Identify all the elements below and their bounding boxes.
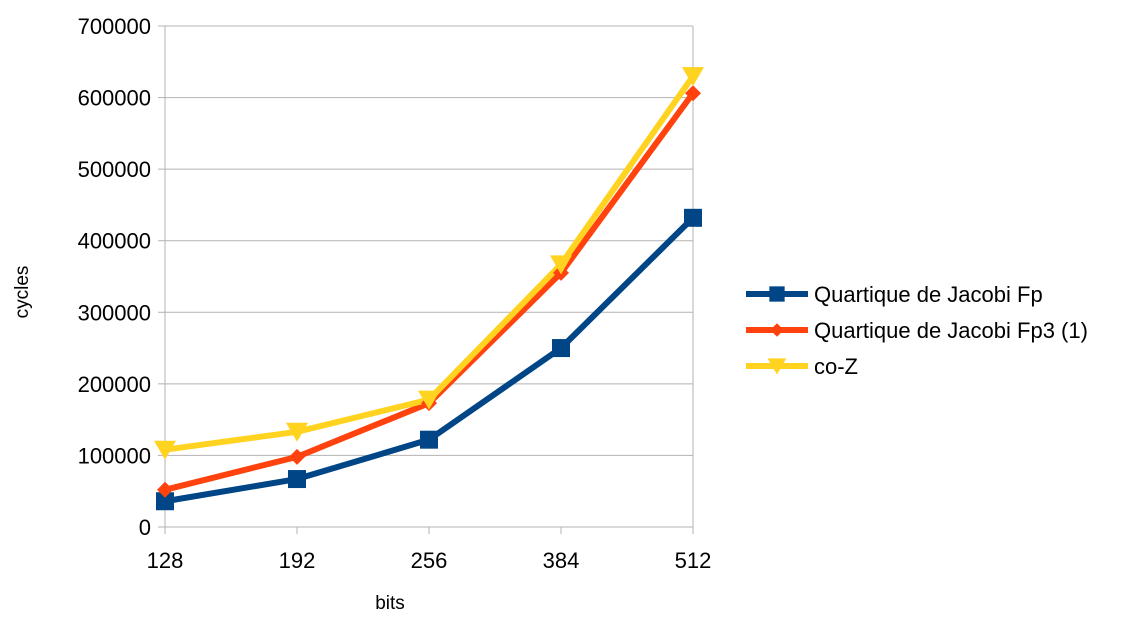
y-tick-label: 100000: [78, 443, 151, 468]
legend-label: Quartique de Jacobi Fp: [814, 282, 1043, 307]
y-tick-label: 300000: [78, 300, 151, 325]
y-tick-label: 0: [139, 515, 151, 540]
series-0-point: [156, 492, 174, 511]
y-tick-label: 700000: [78, 14, 151, 39]
x-tick-label: 512: [675, 548, 712, 573]
series-2-point: [286, 422, 308, 442]
series-markers: [154, 67, 704, 511]
legend-label: co-Z: [814, 354, 858, 379]
series-2-point: [550, 255, 572, 275]
series-0-point: [684, 208, 702, 227]
series-2-point: [154, 440, 176, 460]
x-axis-tick-labels: 128 192 256 384 512: [147, 548, 712, 573]
series-2-point: [418, 390, 440, 410]
axes: [158, 25, 694, 534]
y-tick-label: 200000: [78, 372, 151, 397]
y-tick-label: 600000: [78, 86, 151, 111]
x-tick-label: 384: [543, 548, 580, 573]
x-axis-title: bits: [375, 593, 405, 614]
series-0-point: [288, 470, 306, 489]
series-line-1: [162, 90, 696, 493]
legend-label: Quartique de Jacobi Fp3 (1): [814, 318, 1088, 343]
x-tick-label: 128: [147, 548, 184, 573]
x-tick-label: 256: [411, 548, 448, 573]
series-1-point: [157, 481, 173, 498]
series-2-point: [682, 67, 704, 87]
x-tick-label: 192: [279, 548, 316, 573]
series-0-point: [552, 339, 570, 358]
legend-swatch-marker: [769, 286, 785, 302]
gridlines: [165, 25, 693, 456]
series-0-point: [420, 430, 438, 449]
legend-swatch-marker: [767, 358, 787, 375]
y-tick-label: 400000: [78, 229, 151, 254]
y-tick-label: 500000: [78, 157, 151, 182]
series-1-point: [289, 448, 305, 465]
legend: Quartique de Jacobi Fp Quartique de Jacob…: [746, 282, 1088, 379]
series-1-point: [685, 85, 701, 102]
series-line-0: [162, 214, 696, 505]
y-axis-title: cycles: [12, 266, 33, 319]
legend-swatch-marker: [770, 323, 784, 337]
y-axis-tick-labels: 0 100000 200000 300000 400000 500000 600000 700…: [78, 14, 151, 540]
